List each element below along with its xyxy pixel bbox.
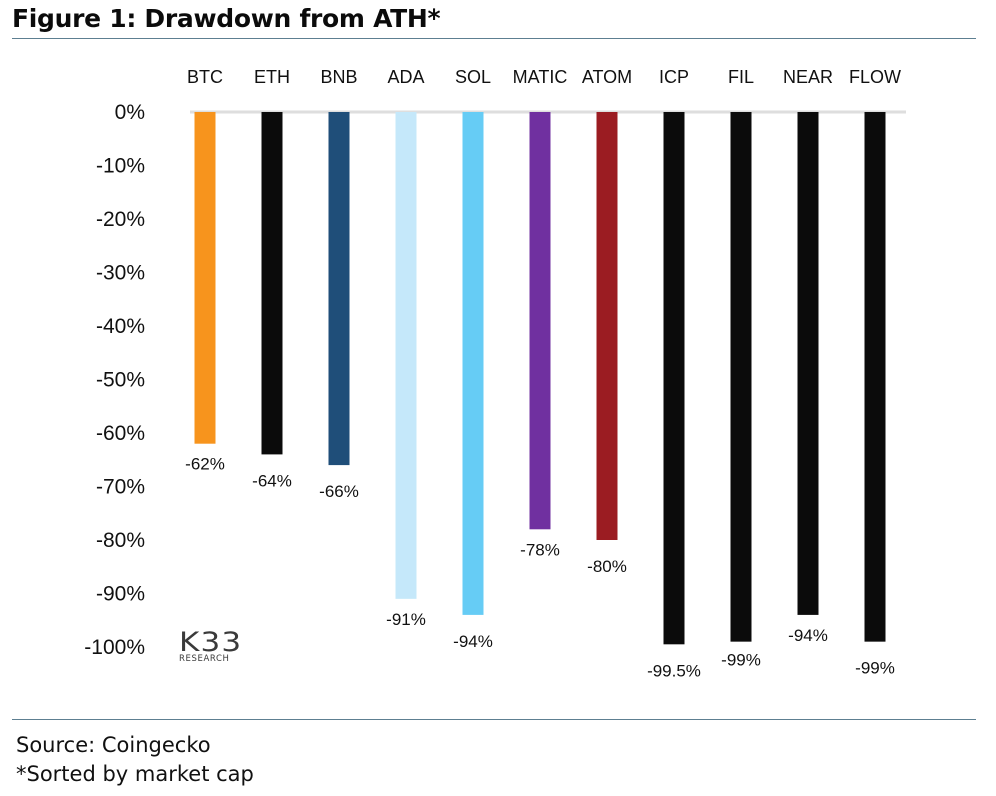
source-note: Source: Coingecko xyxy=(16,733,211,757)
data-label: -80% xyxy=(587,557,627,576)
data-label: -91% xyxy=(386,610,426,629)
data-label: -99.5% xyxy=(647,661,701,680)
sort-note: *Sorted by market cap xyxy=(16,762,254,786)
data-label: -62% xyxy=(185,455,225,474)
y-tick-label: 0% xyxy=(115,101,145,124)
data-label: -99% xyxy=(721,651,761,670)
category-label: MATIC xyxy=(513,67,568,87)
bar-matic xyxy=(529,112,551,530)
category-label: FLOW xyxy=(849,67,901,87)
logo-subtitle: RESEARCH xyxy=(179,654,230,664)
y-tick-label: -80% xyxy=(96,529,145,552)
category-label: FIL xyxy=(728,67,754,87)
bar-ada xyxy=(395,112,417,599)
category-label: ICP xyxy=(659,67,689,87)
data-label: -94% xyxy=(788,626,828,645)
bar-atom xyxy=(596,112,618,540)
category-label: ADA xyxy=(387,67,424,87)
data-label: -99% xyxy=(855,659,895,678)
bar-bnb xyxy=(328,112,350,466)
y-tick-label: -10% xyxy=(96,155,145,178)
y-tick-label: -30% xyxy=(96,262,145,285)
bar-eth xyxy=(261,112,283,455)
data-label: -64% xyxy=(252,471,292,490)
bar-fil xyxy=(730,112,752,642)
category-label: NEAR xyxy=(783,67,833,87)
y-tick-label: -90% xyxy=(96,583,145,606)
category-label: ETH xyxy=(254,67,290,87)
y-tick-label: -50% xyxy=(96,369,145,392)
data-label: -66% xyxy=(319,482,359,501)
y-tick-label: -20% xyxy=(96,208,145,231)
bar-near xyxy=(797,112,819,615)
y-tick-label: -70% xyxy=(96,476,145,499)
category-label: BTC xyxy=(187,67,223,87)
y-tick-label: -60% xyxy=(96,422,145,445)
drawdown-bar-chart: 0% -10% -20% -30% -40% -50% -60% -70% -80% -90% -1… xyxy=(84,67,906,680)
data-label: -94% xyxy=(453,632,493,651)
y-tick-label: -100% xyxy=(84,636,145,659)
chart-title: Figure 1: Drawdown from ATH* xyxy=(12,4,441,33)
category-label: BNB xyxy=(320,67,357,87)
bar-sol xyxy=(462,112,484,615)
bar-flow xyxy=(864,112,886,642)
bar-btc xyxy=(194,112,216,444)
logo-mark: K33 xyxy=(179,627,243,658)
bottom-divider xyxy=(12,719,976,720)
bar-icp xyxy=(663,112,685,645)
category-label: SOL xyxy=(455,67,491,87)
k33-research-logo: K33 RESEARCH xyxy=(179,629,241,664)
data-label: -78% xyxy=(520,540,560,559)
y-tick-label: -40% xyxy=(96,315,145,338)
top-divider xyxy=(12,38,976,39)
category-label: ATOM xyxy=(582,67,632,87)
